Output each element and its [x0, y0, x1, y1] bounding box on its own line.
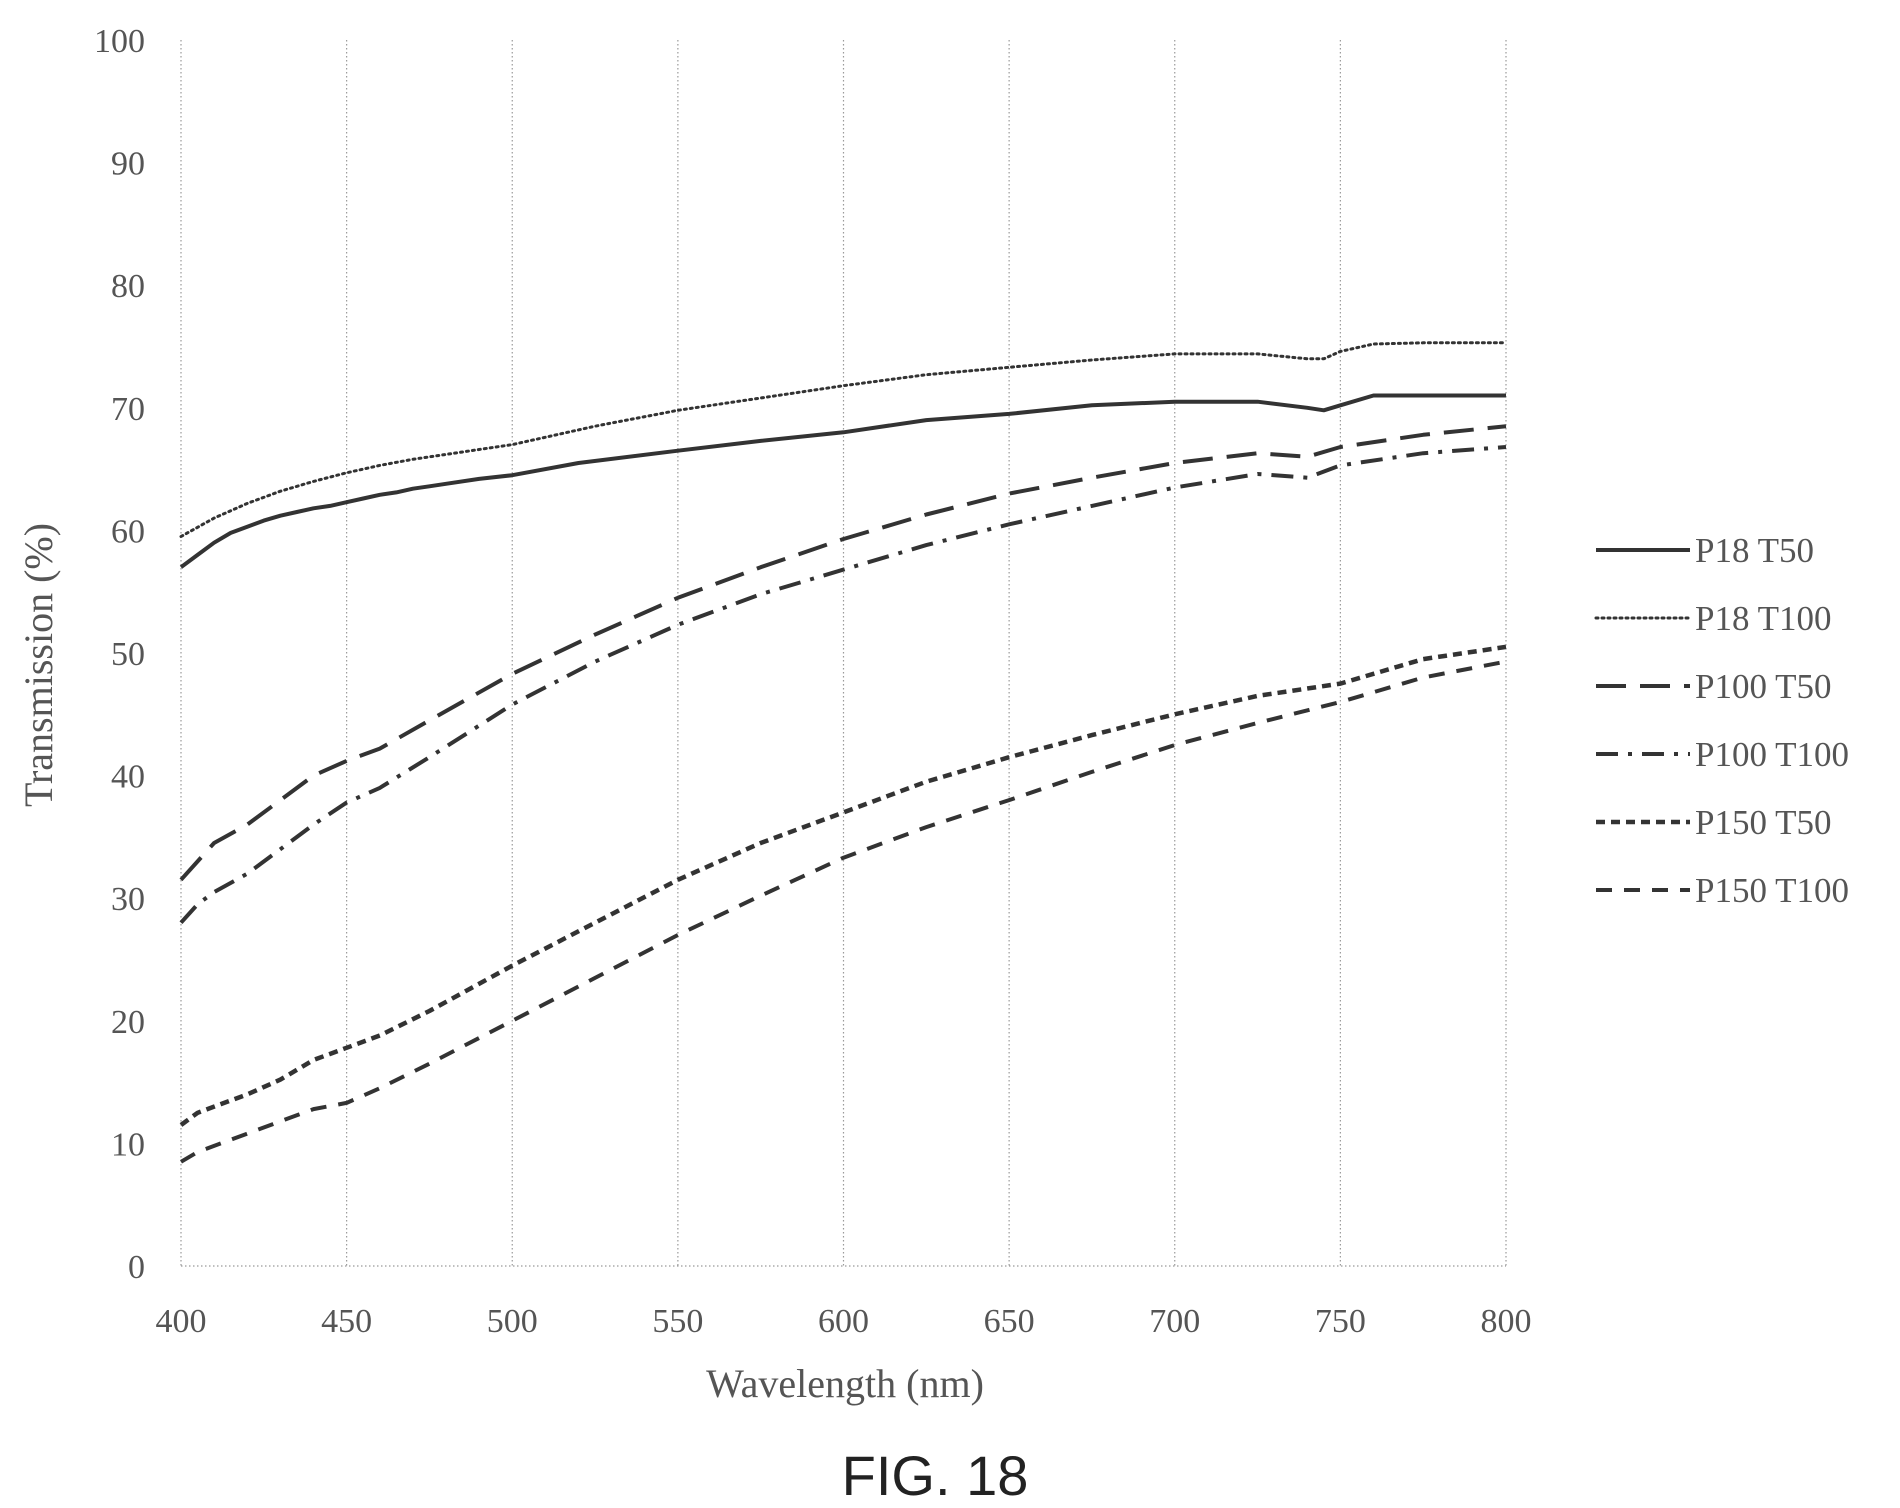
x-tick-label: 550: [652, 1303, 703, 1340]
x-tick-label: 750: [1315, 1303, 1366, 1340]
series-line-p150-t100: [179, 659, 1507, 1164]
chart-grid: [180, 40, 1507, 1267]
y-tick-label: 60: [111, 513, 145, 550]
y-tick-label: 20: [111, 1004, 145, 1041]
y-tick-label: 40: [111, 759, 145, 796]
y-tick-label: 30: [111, 881, 145, 918]
chart-legend: P18 T50 P18 T100 P100 T50 P100 T100 P150 T50…: [1594, 531, 1849, 910]
y-tick-label: 90: [111, 146, 145, 183]
y-tick-label: 50: [111, 636, 145, 673]
y-axis-title: Transmission (%): [16, 523, 61, 807]
series-line-p150-t50: [179, 644, 1507, 1127]
figure-caption: FIG. 18: [842, 1444, 1029, 1507]
x-tick-label: 450: [321, 1303, 372, 1340]
chart-series: [179, 341, 1508, 1164]
legend-label: P18 T100: [1695, 599, 1831, 638]
legend-label: P150 T100: [1695, 871, 1849, 910]
y-tick-label: 80: [111, 268, 145, 305]
x-tick-label: 650: [984, 1303, 1035, 1340]
y-tick-label: 100: [94, 23, 145, 60]
x-tick-label: 700: [1149, 1303, 1200, 1340]
series-line-p18-t50: [179, 393, 1506, 569]
series-line-p100-t100: [179, 445, 1507, 925]
legend-label: P150 T50: [1695, 803, 1831, 842]
x-tick-label: 500: [487, 1303, 538, 1340]
y-tick-label: 0: [128, 1249, 145, 1286]
x-tick-label: 800: [1481, 1303, 1532, 1340]
series-line-p100-t50: [179, 424, 1507, 882]
legend-label: P100 T100: [1695, 735, 1849, 774]
y-tick-label: 10: [111, 1126, 145, 1163]
x-axis-title: Wavelength (nm): [706, 1361, 984, 1406]
x-tick-label: 400: [156, 1303, 207, 1340]
x-tick-label: 600: [818, 1303, 869, 1340]
series-line-p18-t100: [179, 341, 1508, 538]
chart-ticks: 400 450 500 550 600 650 700 750 800 0 10 20 30 40 50 60…: [94, 23, 1532, 1340]
legend-label: P100 T50: [1695, 667, 1831, 706]
y-tick-label: 70: [111, 391, 145, 428]
legend-label: P18 T50: [1695, 531, 1814, 570]
